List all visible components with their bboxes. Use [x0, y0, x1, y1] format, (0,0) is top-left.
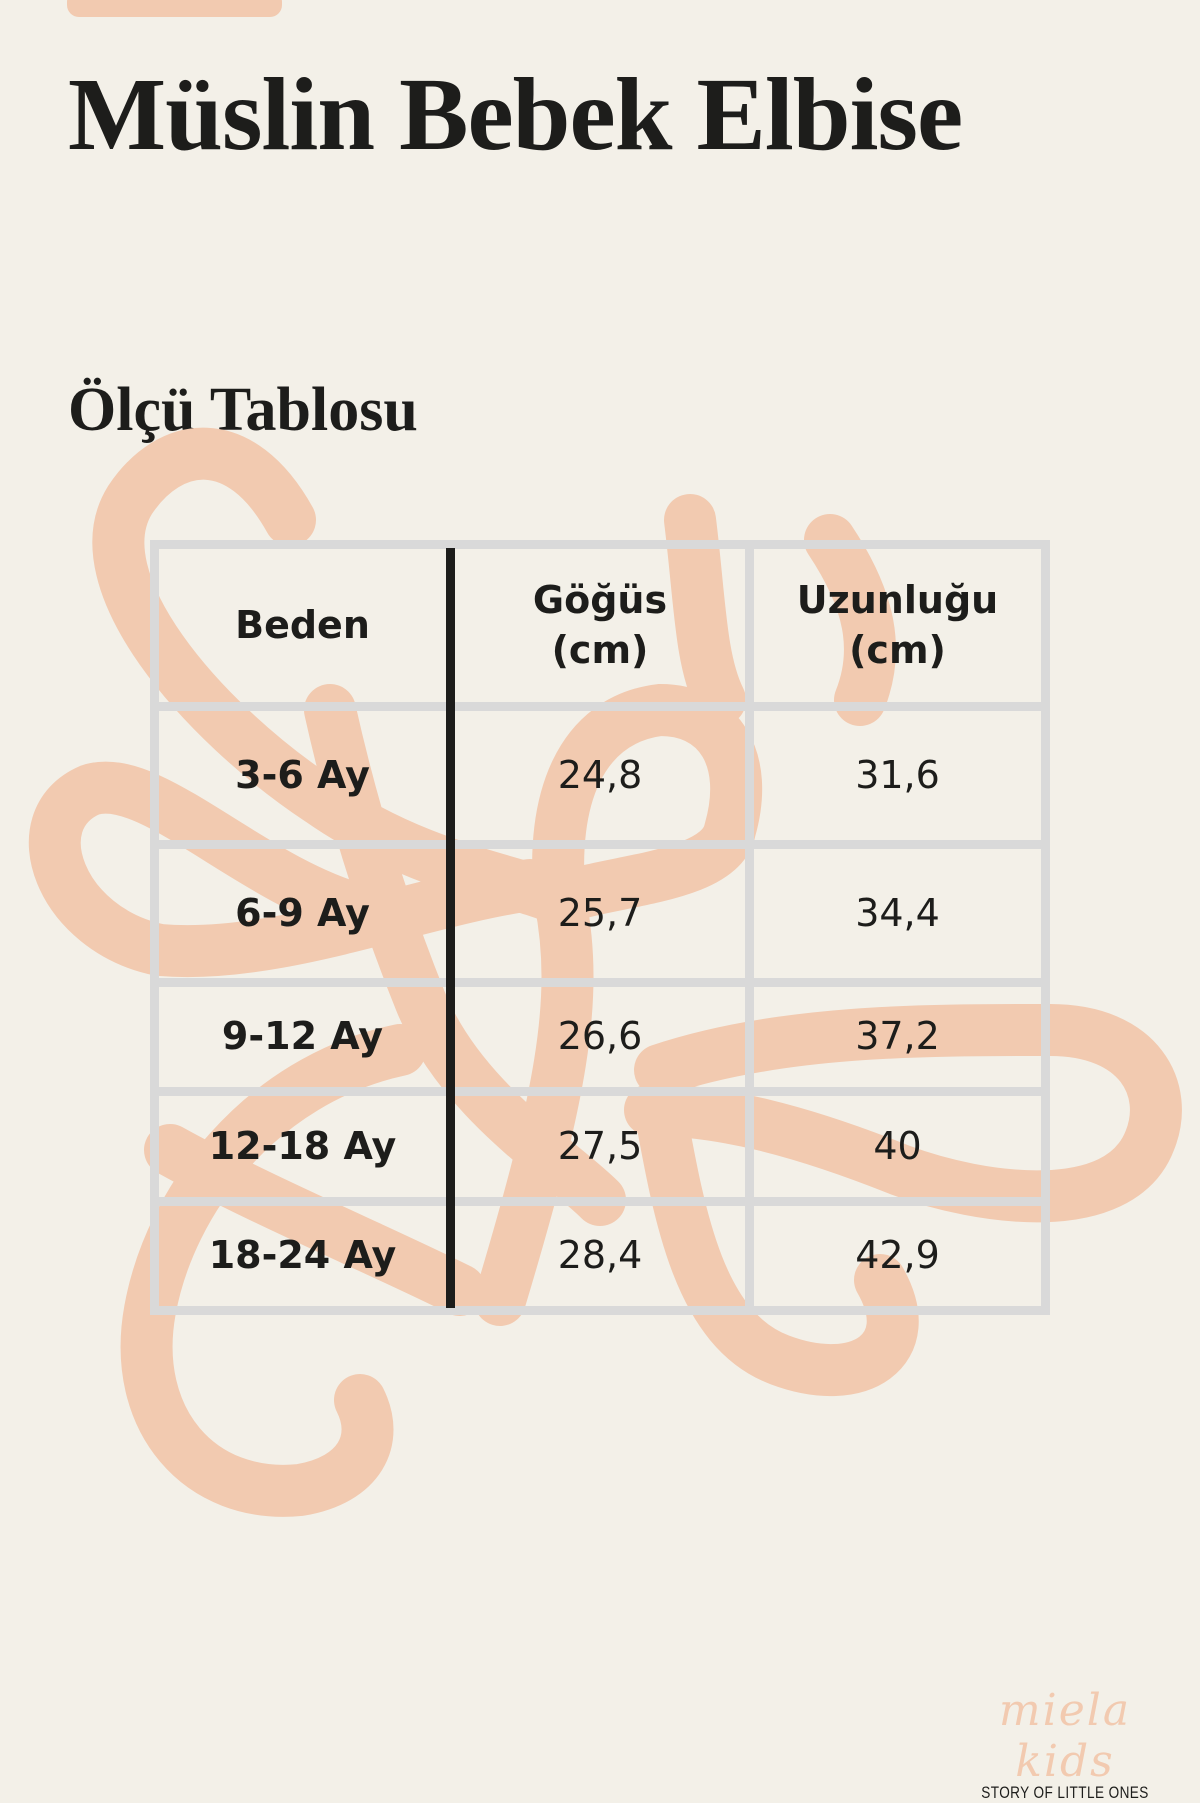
ribbon-loop-right — [624, 1003, 1182, 1223]
chest-cell: 24,8 — [557, 752, 643, 797]
size-cell: 3-6 Ay — [235, 752, 370, 797]
header-length: Uzunluğu (cm) — [796, 578, 999, 672]
size-cell: 12-18 Ay — [208, 1123, 397, 1168]
logo-wordmark: miela kids — [998, 1685, 1132, 1787]
size-chart-subtitle: Ölçü Tablosu — [68, 376, 418, 444]
ribbon-lower-left — [144, 1124, 486, 1316]
header-chest: Göğüs (cm) — [532, 578, 668, 672]
size-column-divider — [446, 548, 455, 1308]
length-cell: 31,6 — [855, 752, 940, 797]
ribbon-loop-center — [474, 683, 763, 1326]
size-table: Beden Göğüs (cm) Uzunluğu (cm) 3-6 Ay 24… — [150, 540, 1050, 1315]
table-border-left — [150, 540, 159, 1315]
chest-cell: 26,6 — [557, 1014, 643, 1059]
length-cell: 37,2 — [855, 1014, 940, 1059]
size-cell: 9-12 Ay — [221, 1014, 384, 1059]
logo-tagline: STORY OF LITTLE ONES — [981, 1783, 1149, 1802]
table-border-top — [150, 540, 1050, 549]
row-divider — [150, 1087, 1050, 1096]
page-title: Müslin Bebek Elbise — [68, 57, 963, 172]
chest-cell: 28,4 — [557, 1233, 643, 1278]
header-size: Beden — [235, 602, 370, 647]
length-cell: 34,4 — [855, 890, 940, 935]
ribbon-diagonal — [304, 684, 626, 1226]
row-divider — [150, 1197, 1050, 1206]
table-border-bottom — [150, 1306, 1050, 1315]
size-cell: 18-24 Ay — [208, 1233, 397, 1278]
size-cell: 6-9 Ay — [235, 890, 370, 935]
ribbon-loop-left — [28, 761, 556, 978]
brand-logo: miela kids STORY OF LITTLE ONES — [955, 1685, 1175, 1803]
ribbon-tail-left — [120, 1024, 426, 1517]
chest-cell: 25,7 — [557, 890, 643, 935]
ribbon-strand-right-top — [804, 514, 896, 726]
row-divider — [150, 978, 1050, 987]
decorative-pill — [67, 0, 282, 17]
length-cell: 42,9 — [855, 1233, 940, 1278]
table-border-right — [1041, 540, 1050, 1315]
row-divider — [150, 840, 1050, 849]
length-cell: 40 — [873, 1123, 922, 1168]
chest-cell: 27,5 — [557, 1123, 643, 1168]
column-divider — [745, 540, 754, 1315]
header-divider — [150, 702, 1050, 711]
